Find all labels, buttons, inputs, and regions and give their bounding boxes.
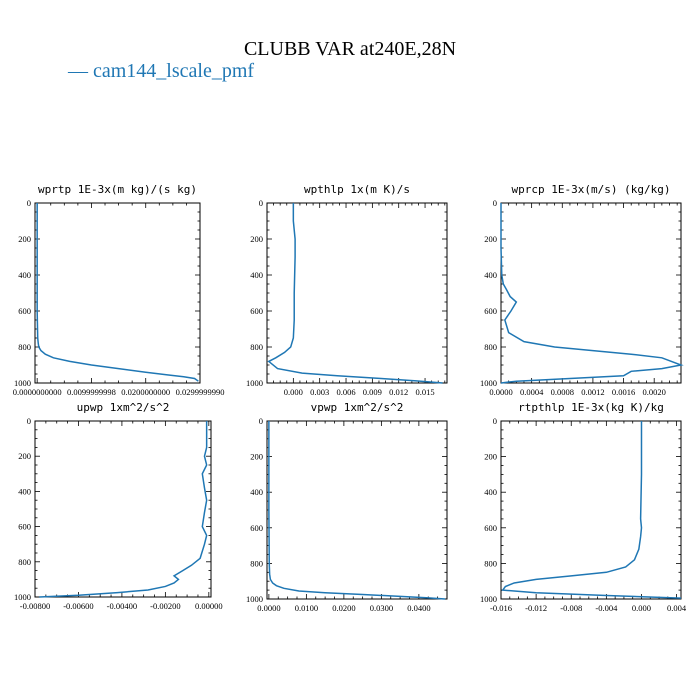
y-tick-label: 0 (259, 416, 263, 426)
x-tick-label: 0.0300 (370, 603, 393, 613)
y-tick-label: 600 (250, 523, 263, 533)
y-tick-label: 200 (250, 234, 263, 244)
y-tick-label: 400 (484, 487, 497, 497)
y-tick-label: 600 (18, 522, 31, 532)
x-tick-label: 0.000 (632, 603, 651, 613)
series-line (36, 203, 199, 382)
x-tick-label: 0.0400 (407, 603, 430, 613)
x-tick-label: 0.012 (389, 387, 408, 397)
subplot-2: wpthlp 1x(m K)/s 0 200 400 600 800 1000 0.000 0.… (246, 183, 448, 397)
subplot-title: wprcp 1E-3x(m/s) (kg/kg) (512, 183, 671, 196)
x-tick-label: 0.0000 (489, 387, 512, 397)
x-tick-label: 0.0012 (581, 387, 604, 397)
x-tick-label: 0.003 (310, 387, 329, 397)
series-line (267, 203, 443, 384)
subplot-title: wprtp 1E-3x(m kg)/(s kg) (38, 183, 197, 196)
y-tick-label: 400 (18, 486, 31, 496)
x-tick-label: 0.0200000000 (121, 387, 170, 397)
x-tick-label: 0.0000 (257, 603, 280, 613)
x-tick-label: 0.0000000000 (13, 387, 62, 397)
x-tick-label: 0.006 (336, 387, 355, 397)
subplot-3: wprcp 1E-3x(m/s) (kg/kg) 0 200 400 600 800 100… (480, 183, 684, 397)
x-tick-label: 0.0100 (295, 603, 318, 613)
y-tick-label: 0 (27, 198, 31, 208)
plot-frame (500, 420, 682, 600)
x-tick-label: -0.00400 (107, 601, 137, 611)
x-tick-label: -0.00800 (20, 601, 50, 611)
subplot-title: vpwp 1xm^2/s^2 (311, 401, 404, 414)
y-tick-label: 0 (27, 416, 31, 426)
y-tick-label: 400 (250, 270, 263, 280)
y-tick-label: 200 (484, 234, 497, 244)
x-tick-label: 0.0016 (612, 387, 635, 397)
subplot-title: wpthlp 1x(m K)/s (304, 183, 410, 196)
y-tick-label: 1000 (480, 594, 497, 604)
y-tick-label: 200 (484, 452, 497, 462)
x-tick-label: 0.009 (363, 387, 382, 397)
y-tick-label: 600 (484, 523, 497, 533)
y-tick-label: 800 (18, 342, 31, 352)
y-tick-label: 600 (484, 306, 497, 316)
x-tick-label: -0.012 (525, 603, 547, 613)
subplot-6: rtpthlp 1E-3x(kg K)/kg02004006008001000-… (480, 401, 687, 613)
x-tick-label: 0.00000 (195, 601, 223, 611)
y-tick-label: 600 (250, 306, 263, 316)
y-tick-label: 400 (250, 487, 263, 497)
subplot-grid: wprtp 1E-3x(m kg)/(s kg) 0 200 400 600 800 100… (13, 183, 687, 613)
y-tick-label: 0 (493, 198, 497, 208)
figure-title: CLUBB VAR at240E,28N (244, 38, 456, 60)
x-tick-label: -0.004 (595, 603, 618, 613)
y-tick-label: 200 (250, 452, 263, 462)
y-tick-label: 800 (250, 558, 263, 568)
y-tick-label: 1000 (480, 378, 497, 388)
y-tick-label: 400 (18, 270, 31, 280)
x-tick-label: 0.015 (415, 387, 434, 397)
plot-frame (34, 202, 201, 384)
y-tick-label: 800 (250, 342, 263, 352)
subplot-4: upwp 1xm^2/s^2 0 200 400 600 800 1000-0.00800 -… (14, 401, 223, 611)
x-tick-label: 0.000 (284, 387, 303, 397)
y-tick-label: 1000 (246, 594, 263, 604)
y-tick-label: 800 (18, 557, 31, 567)
series-line (501, 421, 682, 599)
y-tick-label: 1000 (246, 378, 263, 388)
series-line (268, 421, 446, 600)
subplot-title: upwp 1xm^2/s^2 (77, 401, 170, 414)
x-tick-label: 0.0020 (643, 387, 666, 397)
x-tick-label: 0.0008 (551, 387, 574, 397)
subplot-1: wprtp 1E-3x(m kg)/(s kg) 0 200 400 600 800 100… (13, 183, 225, 397)
x-tick-label: 0.0099999998 (67, 387, 116, 397)
series-line (500, 203, 684, 384)
x-tick-label: -0.00200 (150, 601, 180, 611)
plot-frame (34, 420, 212, 598)
y-tick-label: 800 (484, 342, 497, 352)
x-tick-label: 0.0200 (332, 603, 355, 613)
y-tick-label: 0 (259, 198, 263, 208)
x-tick-label: 0.004 (667, 603, 687, 613)
x-tick-label: -0.016 (490, 603, 512, 613)
y-tick-label: 0 (493, 416, 497, 426)
series-line (39, 421, 208, 598)
y-tick-label: 600 (18, 306, 31, 316)
y-tick-label: 400 (484, 270, 497, 280)
plot-frame (266, 420, 448, 600)
x-tick-label: -0.008 (560, 603, 582, 613)
subplot-title: rtpthlp 1E-3x(kg K)/kg (518, 401, 664, 414)
x-tick-label: 0.0004 (520, 387, 544, 397)
y-tick-label: 1000 (14, 592, 31, 602)
x-tick-label: -0.00600 (63, 601, 93, 611)
plot-frame (500, 202, 682, 384)
legend-entry: — cam144_lscale_pmf (67, 60, 254, 82)
x-tick-label: 0.0299999990 (176, 387, 225, 397)
y-tick-label: 200 (18, 234, 31, 244)
y-tick-label: 200 (18, 451, 31, 461)
y-tick-label: 1000 (14, 378, 31, 388)
y-tick-label: 800 (484, 558, 497, 568)
